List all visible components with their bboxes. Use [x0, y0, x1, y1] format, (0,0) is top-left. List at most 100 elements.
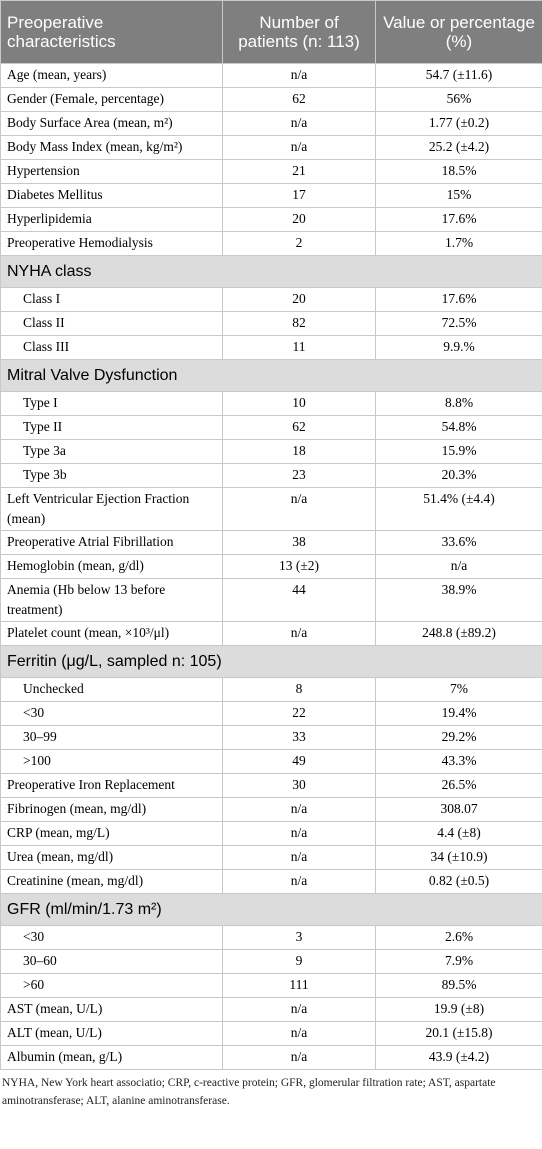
section-title: Mitral Valve Dysfunction: [0, 359, 542, 392]
cell: 30: [222, 773, 376, 798]
row-label: Platelet count (mean, ×10³/μl): [0, 621, 223, 646]
row-label: Fibrinogen (mean, mg/dl): [0, 797, 223, 822]
cell: 8: [222, 677, 376, 702]
cell: 38: [222, 530, 376, 555]
cell: 3: [222, 925, 376, 950]
row-label: CRP (mean, mg/L): [0, 821, 223, 846]
cell: 51.4% (±4.4): [375, 487, 542, 531]
footnote: NYHA, New York heart associatio; CRP, c-…: [2, 1077, 496, 1107]
data-row: Hyperlipidemia 20 17.6%: [0, 207, 542, 232]
cell: 17: [222, 183, 376, 208]
row-label: >60: [0, 973, 223, 998]
row-label: AST (mean, U/L): [0, 997, 223, 1022]
cell: 62: [222, 87, 376, 112]
section-title: GFR (ml/min/1.73 m²): [0, 893, 542, 926]
cell: 34 (±10.9): [375, 845, 542, 870]
row-label: Urea (mean, mg/dl): [0, 845, 223, 870]
cell: n/a: [222, 997, 376, 1022]
data-row: Class III 11 9.9.%: [0, 335, 542, 360]
cell: 9: [222, 949, 376, 974]
cell: 10: [222, 391, 376, 416]
data-row: Preoperative Hemodialysis 2 1.7%: [0, 231, 542, 256]
data-row: Unchecked 8 7%: [0, 677, 542, 702]
header-cell: Preoperative characteristics: [0, 0, 223, 64]
data-row: CRP (mean, mg/L) n/a 4.4 (±8): [0, 821, 542, 846]
row-label: Left Ventricular Ejection Fraction (mean…: [0, 487, 223, 531]
cell: 15.9%: [375, 439, 542, 464]
cell: 0.82 (±0.5): [375, 869, 542, 894]
cell: 26.5%: [375, 773, 542, 798]
row-label: <30: [0, 701, 223, 726]
row-label: Unchecked: [0, 677, 223, 702]
data-row: <30 3 2.6%: [0, 925, 542, 950]
cell: 44: [222, 578, 376, 622]
data-row: Fibrinogen (mean, mg/dl) n/a 308.07: [0, 797, 542, 822]
cell: 25.2 (±4.2): [375, 135, 542, 160]
cell: 21: [222, 159, 376, 184]
data-row: >60 111 89.5%: [0, 973, 542, 998]
cell: 20: [222, 207, 376, 232]
row-label: Diabetes Mellitus: [0, 183, 223, 208]
cell: 7%: [375, 677, 542, 702]
cell: 13 (±2): [222, 554, 376, 579]
row-label: Type II: [0, 415, 223, 440]
cell: 82: [222, 311, 376, 336]
cell: 2: [222, 231, 376, 256]
cell: n/a: [222, 845, 376, 870]
cell: 1.77 (±0.2): [375, 111, 542, 136]
cell: n/a: [222, 111, 376, 136]
row-label: 30–60: [0, 949, 223, 974]
row-label: Type I: [0, 391, 223, 416]
cell: 18: [222, 439, 376, 464]
data-row: Albumin (mean, g/L) n/a 43.9 (±4.2): [0, 1045, 542, 1070]
data-row: Diabetes Mellitus 17 15%: [0, 183, 542, 208]
cell: 2.6%: [375, 925, 542, 950]
cell: 9.9.%: [375, 335, 542, 360]
cell: 43.3%: [375, 749, 542, 774]
cell: 56%: [375, 87, 542, 112]
cell: 19.9 (±8): [375, 997, 542, 1022]
cell: 20.1 (±15.8): [375, 1021, 542, 1046]
cell: 19.4%: [375, 701, 542, 726]
data-row: >100 49 43.3%: [0, 749, 542, 774]
data-row: Body Surface Area (mean, m²) n/a 1.77 (±0.…: [0, 111, 542, 136]
cell: 29.2%: [375, 725, 542, 750]
cell: 248.8 (±89.2): [375, 621, 542, 646]
data-row: Age (mean, years) n/a 54.7 (±11.6): [0, 63, 542, 88]
cell: 43.9 (±4.2): [375, 1045, 542, 1070]
cell: 15%: [375, 183, 542, 208]
data-row: Urea (mean, mg/dl) n/a 34 (±10.9): [0, 845, 542, 870]
header-row: Preoperative characteristics Number of p…: [0, 0, 542, 64]
data-row: Class II 82 72.5%: [0, 311, 542, 336]
cell: n/a: [222, 487, 376, 531]
row-label: Class I: [0, 287, 223, 312]
data-row: Preoperative Iron Replacement 30 26.5%: [0, 773, 542, 798]
cell: 1.7%: [375, 231, 542, 256]
data-row: Body Mass Index (mean, kg/m²) n/a 25.2 (±4…: [0, 135, 542, 160]
row-label: Class III: [0, 335, 223, 360]
row-label: Body Surface Area (mean, m²): [0, 111, 223, 136]
row-label: <30: [0, 925, 223, 950]
header-cell: Number of patients (n: 113): [222, 0, 376, 64]
cell: 38.9%: [375, 578, 542, 622]
data-row: Left Ventricular Ejection Fraction (mean…: [0, 487, 542, 531]
data-row: Preoperative Atrial Fibrillation 38 33.6%: [0, 530, 542, 555]
row-label: Body Mass Index (mean, kg/m²): [0, 135, 223, 160]
row-label: Albumin (mean, g/L): [0, 1045, 223, 1070]
row-label: Age (mean, years): [0, 63, 223, 88]
cell: 23: [222, 463, 376, 488]
row-label: Class II: [0, 311, 223, 336]
data-row: 30–99 33 29.2%: [0, 725, 542, 750]
cell: 20.3%: [375, 463, 542, 488]
cell: 4.4 (±8): [375, 821, 542, 846]
data-row: Type I 10 8.8%: [0, 391, 542, 416]
cell: 18.5%: [375, 159, 542, 184]
row-label: Preoperative Iron Replacement: [0, 773, 223, 798]
data-table: Preoperative characteristics Number of p…: [0, 0, 542, 1070]
data-row: Hypertension 21 18.5%: [0, 159, 542, 184]
cell: 7.9%: [375, 949, 542, 974]
cell: 308.07: [375, 797, 542, 822]
cell: 8.8%: [375, 391, 542, 416]
cell: 17.6%: [375, 207, 542, 232]
